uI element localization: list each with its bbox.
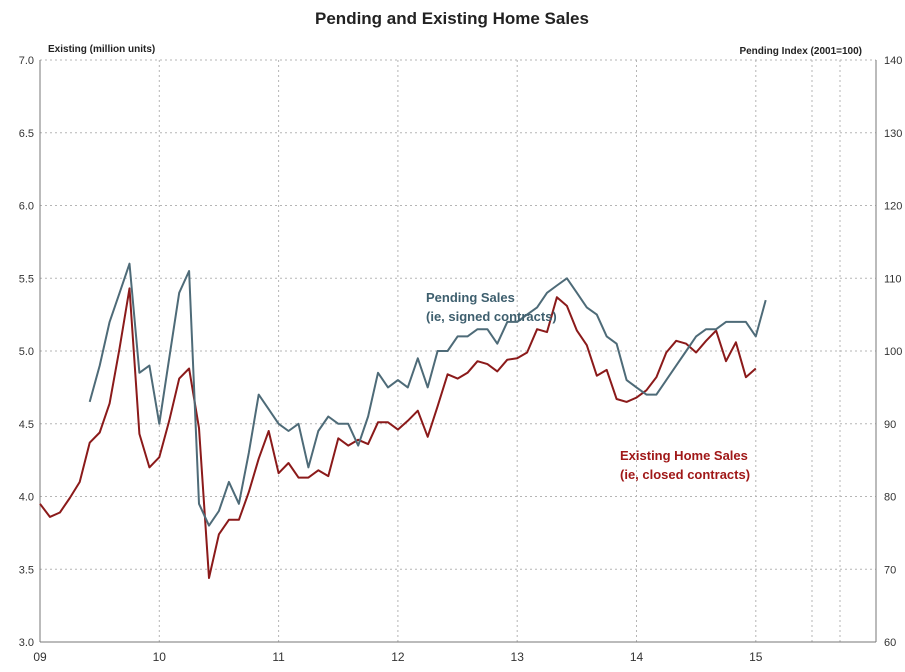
chart-title: Pending and Existing Home Sales [315, 9, 589, 28]
x-tick-label: 11 [272, 650, 285, 664]
left-y-tick-label: 3.0 [19, 637, 34, 649]
left-y-tick-label: 5.5 [19, 273, 34, 285]
right-y-tick-label: 110 [884, 273, 902, 285]
right-y-tick-label: 60 [884, 637, 896, 649]
right-axis-title: Pending Index (2001=100) [739, 46, 862, 57]
right-y-tick-label: 100 [884, 346, 902, 358]
axes [39, 60, 877, 643]
x-tick-label: 09 [33, 650, 47, 664]
x-tick-label: 14 [630, 650, 644, 664]
left-y-tick-label: 5.0 [19, 346, 34, 358]
x-tick-label: 10 [153, 650, 167, 664]
tick-labels: 3.0 3.5 4.0 4.5 5.0 5.5 6.0 6.5 7.0 60 70 80 90 100 11… [19, 55, 903, 664]
left-y-tick-label: 4.5 [19, 419, 34, 431]
existing-annotation-line-2: (ie, closed contracts) [620, 467, 750, 482]
left-axis-title: Existing (million units) [48, 44, 155, 55]
x-tick-label: 15 [749, 650, 763, 664]
pending-sales-line [88, 262, 767, 527]
right-y-tick-label: 80 [884, 492, 896, 504]
left-y-tick-label: 3.5 [19, 564, 34, 576]
pending-annotation-line-1: Pending Sales [426, 290, 515, 305]
right-y-tick-label: 70 [884, 564, 896, 576]
pending-annotation-line-2: (ie, signed contracts) [426, 309, 557, 324]
right-y-tick-label: 130 [884, 128, 902, 140]
right-y-tick-label: 120 [884, 201, 902, 213]
x-tick-label: 12 [391, 650, 405, 664]
left-y-tick-label: 4.0 [19, 492, 34, 504]
series-lines [39, 262, 767, 579]
left-y-tick-label: 6.0 [19, 201, 34, 213]
existing-sales-line [39, 287, 757, 579]
right-y-tick-label: 90 [884, 419, 896, 431]
left-y-tick-label: 6.5 [19, 128, 34, 140]
right-y-tick-label: 140 [884, 55, 902, 67]
x-tick-label: 13 [511, 650, 525, 664]
left-y-tick-label: 7.0 [19, 55, 34, 67]
existing-annotation-line-1: Existing Home Sales [620, 448, 748, 463]
gridlines [40, 59, 876, 642]
